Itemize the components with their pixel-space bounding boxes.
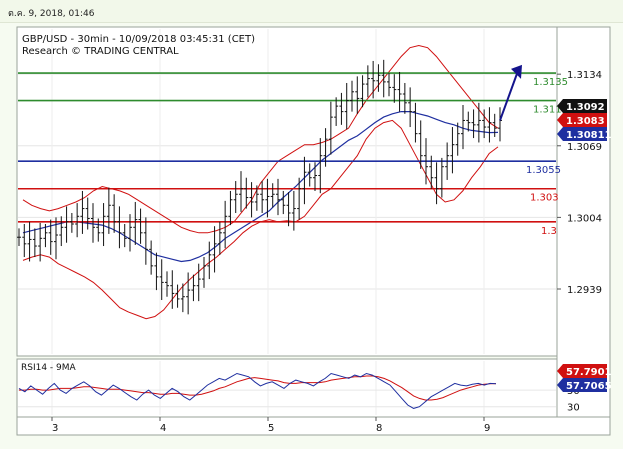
price-badge-1-text: 1.3083: [566, 116, 605, 127]
price-badges: 1.3092 1.3083 1.30811 57.7901 57.7065: [557, 99, 612, 392]
rsi-title: RSI14 - 9MA: [21, 363, 77, 373]
x-axis-ticks: 3 4 5 8 9: [51, 417, 490, 434]
timestamp: ต.ค. 9, 2018, 01:46: [8, 9, 95, 19]
level-label-2: 1.3055: [526, 165, 561, 176]
bollinger-middle: [22, 111, 499, 263]
time-axis: [16, 416, 611, 436]
forecast-line: [499, 70, 519, 121]
forecast-arrow: [499, 64, 522, 121]
x-tick-label-4: 9: [484, 423, 490, 434]
price-badge-1-box: [557, 113, 607, 127]
rsi-line: [18, 372, 497, 409]
y-tick-label-3: 1.2939: [567, 285, 602, 296]
x-tick-label-1: 4: [160, 423, 166, 434]
level-label-4: 1.3: [541, 226, 557, 237]
chart-subtitle: Research © TRADING CENTRAL: [22, 46, 179, 57]
y-tick-label-1: 1.3069: [567, 142, 602, 153]
rsi-badge-1-text: 57.7065: [566, 381, 612, 392]
price-axis: [556, 26, 611, 418]
support-resistance-levels: 1.3135 1.311 1.3055 1.303 1.3: [18, 72, 568, 237]
gridlines: [18, 29, 556, 415]
price-badge-2-text: 1.30811: [566, 130, 612, 141]
price-badge-0-text: 1.3092: [566, 102, 605, 113]
y-tick-label-2: 1.3004: [567, 213, 602, 224]
price-badge-0-box: [557, 99, 607, 113]
x-tick-label-0: 3: [52, 423, 58, 434]
rsi-badge-0-box: [557, 364, 607, 378]
rsi-badge-1-box: [557, 378, 607, 392]
level-label-1: 1.311: [533, 105, 562, 116]
rsi-series: [18, 372, 497, 409]
price-pane: [16, 26, 558, 357]
level-label-0: 1.3135: [533, 77, 568, 88]
timestamp-bar: ต.ค. 9, 2018, 01:46: [0, 0, 623, 23]
price-series: [17, 59, 502, 315]
bollinger-upper: [22, 44, 499, 234]
price-badge-2-box: [557, 127, 607, 141]
rsi-ma-line: [19, 375, 497, 401]
chart-title: GBP/USD - 30min - 10/09/2018 03:45:31 (C…: [22, 34, 255, 45]
level-label-3: 1.303: [530, 193, 559, 204]
rsi-badge-0-text: 57.7901: [566, 367, 612, 378]
rsi-tick-label-1: 30: [567, 403, 580, 414]
x-tick-label-3: 8: [376, 423, 382, 434]
y-tick-label-0: 1.3134: [567, 70, 602, 81]
forecast-arrowhead: [511, 64, 522, 79]
x-tick-label-2: 5: [268, 423, 274, 434]
